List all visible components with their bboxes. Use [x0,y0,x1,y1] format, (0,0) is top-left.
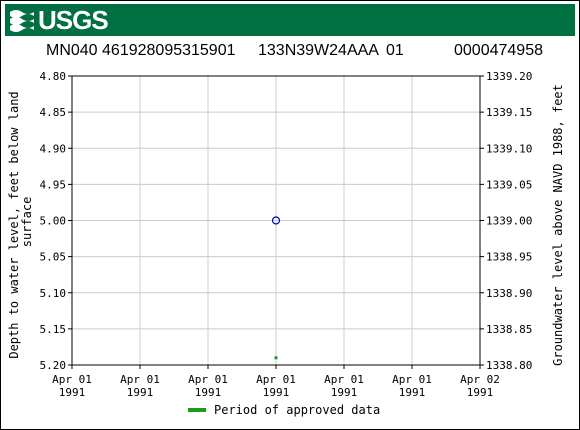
left-tick-label: 5.15 [40,323,67,336]
station-number: 0000474958 [454,42,543,59]
site-id: MN040 461928095315901 [46,42,236,59]
right-tick-label: 1339.00 [486,215,532,228]
x-tick-label-year: 1991 [127,386,154,399]
y-axis-right-label: Groundwater level above NAVD 1988, feet [551,84,565,366]
right-tick-label: 1339.15 [486,106,532,119]
x-tick-label-date: Apr 02 [460,373,500,386]
left-tick-label: 5.05 [40,251,67,264]
x-tick-label-date: Apr 01 [188,373,228,386]
x-tick-label-year: 1991 [263,386,290,399]
x-tick-label-date: Apr 01 [52,373,92,386]
left-tick-label: 4.90 [40,142,67,155]
right-tick-label: 1339.20 [486,70,532,83]
usgs-logo[interactable]: USGS [9,4,109,35]
x-tick-label-year: 1991 [399,386,426,399]
right-tick-label: 1338.95 [486,251,532,264]
right-tick-label: 1338.90 [486,287,532,300]
right-tick-label: 1338.85 [486,323,532,336]
site-suffix: 01 [386,42,404,59]
usgs-wave-icon [10,10,34,32]
x-tick-label-date: Apr 01 [256,373,296,386]
site-name: 133N39W24AAA [258,42,379,59]
left-tick-label: 4.95 [40,178,67,191]
x-tick-label-date: Apr 01 [324,373,364,386]
x-tick-label-year: 1991 [467,386,494,399]
right-tick-label: 1338.80 [486,359,532,372]
measurement-point [271,216,281,225]
y-axis-left-label-line1: Depth to water level, feet below land [7,91,21,358]
legend: Period of approved data [188,402,380,418]
x-tick-label-year: 1991 [331,386,358,399]
x-tick-label-date: Apr 01 [120,373,160,386]
x-tick-label-date: Apr 01 [392,373,432,386]
left-tick-label: 5.20 [40,359,67,372]
site-header: MN040 461928095315901 133N39W24AAA 01 00… [0,42,580,64]
legend-label-approved: Period of approved data [214,403,381,417]
left-tick-label: 5.10 [40,287,67,300]
approved-period-marker [274,356,278,360]
y-axis-left-label-line2: surface [20,197,34,248]
x-tick-label-year: 1991 [59,386,86,399]
usgs-banner: USGS [5,4,575,36]
data-points [271,216,281,360]
x-tick-label-year: 1991 [195,386,222,399]
left-tick-label: 5.00 [40,215,67,228]
left-tick-label: 4.85 [40,106,67,119]
right-tick-label: 1339.10 [486,142,532,155]
right-axis-ticks: 1339.20 1339.15 1339.10 1339.05 1339.00 1338.… [480,70,532,372]
legend-swatch-approved [188,408,206,412]
left-tick-label: 4.80 [40,70,67,83]
left-axis-ticks: 4.80 4.85 4.90 4.95 5.00 5.05 5.10 5.15 5.20 [40,70,72,372]
right-tick-label: 1339.05 [486,178,532,191]
usgs-logo-text: USGS [38,4,109,35]
gridlines [72,76,480,365]
